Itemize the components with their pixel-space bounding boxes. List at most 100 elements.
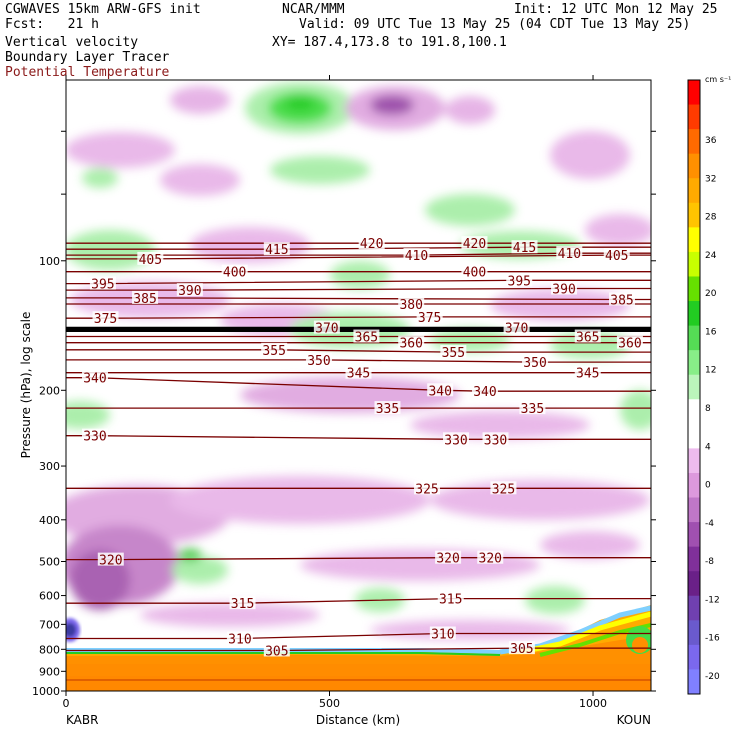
center-label: NCAR/MMM xyxy=(282,2,345,17)
theta-label: 390 xyxy=(552,283,575,298)
x-tick-label: 500 xyxy=(319,697,340,710)
theta-label-bg xyxy=(414,481,441,495)
x-axis: 0 500 1000 xyxy=(63,75,607,710)
theta-label-bg xyxy=(132,290,159,304)
theta-label: 340 xyxy=(428,384,451,399)
theta-label-bg xyxy=(353,329,380,343)
theta-label-bg xyxy=(263,643,290,657)
y-axis: 100 200 300 400 500 600 700 800 900 1000 xyxy=(32,130,656,698)
theta-label-bg xyxy=(403,248,430,262)
colorbar-swatch xyxy=(688,301,700,327)
colorbar-label: 12 xyxy=(705,366,716,376)
colorbar-swatch xyxy=(688,374,700,400)
colorbar-swatch xyxy=(688,104,700,130)
y-tick-label: 400 xyxy=(39,514,60,527)
theta-contour-395 xyxy=(66,279,651,285)
theta-contour-310 xyxy=(66,632,651,640)
theta-label: 380 xyxy=(399,298,422,313)
theta-label-bg xyxy=(490,481,517,495)
theta-label: 305 xyxy=(265,644,288,659)
theta-label-bg xyxy=(305,352,332,366)
theta-label: 330 xyxy=(484,433,507,448)
colorbar-swatch xyxy=(688,497,700,523)
x-tick-label: 1000 xyxy=(579,697,607,710)
theta-label-bg xyxy=(522,355,549,369)
theta-label-bg xyxy=(437,591,464,605)
y-tick-label: 1000 xyxy=(32,685,60,698)
theta-label: 320 xyxy=(99,554,122,569)
theta-label-bg xyxy=(477,550,504,564)
theta-label: 405 xyxy=(139,253,162,268)
x-tick-label: 0 xyxy=(63,697,70,710)
theta-label-bg xyxy=(137,251,164,265)
theta-label: 325 xyxy=(492,482,515,497)
colorbar-swatch xyxy=(688,350,700,376)
theta-label-bg xyxy=(97,552,124,566)
colorbar-swatch xyxy=(688,129,700,155)
boundary-layer-left-blob xyxy=(66,618,80,642)
theta-label-bg xyxy=(345,365,372,379)
theta-label: 405 xyxy=(605,249,628,264)
colorbar-swatch xyxy=(688,178,700,204)
theta-contour-350 xyxy=(66,359,651,363)
theta-label-bg xyxy=(603,248,630,262)
theta-label-bg xyxy=(556,246,583,260)
theta-label: 315 xyxy=(231,597,254,612)
theta-label-bg xyxy=(313,320,340,334)
theta-label-bg xyxy=(551,281,578,295)
theta-label-bg xyxy=(616,335,643,349)
theta-label: 340 xyxy=(83,372,106,387)
y-tick-label: 700 xyxy=(39,618,60,631)
colorbar-swatch xyxy=(688,227,700,253)
theta-label: 370 xyxy=(315,322,338,337)
valid-time: Valid: 09 UTC Tue 13 May 25 (04 CDT Tue … xyxy=(299,17,691,32)
colorbar-label: 36 xyxy=(705,136,717,146)
theta-label-bg xyxy=(416,309,443,323)
theta-label: 400 xyxy=(223,266,246,281)
theta-label: 365 xyxy=(355,331,378,346)
colorbar-label: 16 xyxy=(705,327,717,337)
colorbar-label: -8 xyxy=(705,557,714,567)
theta-label-bg xyxy=(471,384,498,398)
colorbar-label: 0 xyxy=(705,481,711,491)
theta-contour-415 xyxy=(66,246,651,250)
colorbar-label: -4 xyxy=(705,519,714,529)
theta-label-bg xyxy=(226,631,253,645)
theta-label-bg xyxy=(511,240,538,254)
colorbar-swatch xyxy=(688,80,700,106)
colorbar-swatch xyxy=(688,153,700,179)
colorbar-swatch xyxy=(688,644,700,670)
forecast-hour: Fcst: 21 h xyxy=(5,17,99,32)
theta-label: 390 xyxy=(178,284,201,299)
shaded-fields xyxy=(66,82,651,691)
colorbar-swatch xyxy=(688,423,700,449)
theta-contour-lines xyxy=(66,242,651,652)
theta-label: 360 xyxy=(618,337,641,352)
theta-label: 340 xyxy=(473,385,496,400)
theta-label: 350 xyxy=(523,356,546,371)
theta-label: 360 xyxy=(399,337,422,352)
theta-label: 420 xyxy=(463,237,486,252)
colorbar-swatch xyxy=(688,546,700,572)
colorbar-frame xyxy=(687,79,701,695)
y-tick-label: 200 xyxy=(39,384,60,397)
theta-label: 310 xyxy=(228,632,251,647)
theta-label: 350 xyxy=(307,354,330,369)
colorbar-label: -12 xyxy=(705,595,720,605)
theta-label-bg xyxy=(92,311,119,325)
theta-label-bg xyxy=(440,345,467,359)
theta-label: 420 xyxy=(360,237,383,252)
right-endpoint-label: KOUN xyxy=(617,713,651,727)
theta-label: 325 xyxy=(415,482,438,497)
colorbar-label: 4 xyxy=(705,442,711,452)
theta-label: 415 xyxy=(513,241,536,256)
theta-label: 320 xyxy=(436,552,459,567)
colorbar-swatch xyxy=(688,571,700,597)
theta-label-bg xyxy=(461,236,488,250)
y-tick-label: 800 xyxy=(39,643,60,656)
field-label-potential-temperature: Potential Temperature xyxy=(5,65,170,80)
theta-label-bg xyxy=(358,236,385,250)
colorbar-swatch xyxy=(688,522,700,548)
colorbar-unit: cm s⁻¹ xyxy=(705,75,731,84)
theta-label-bg xyxy=(263,242,290,256)
